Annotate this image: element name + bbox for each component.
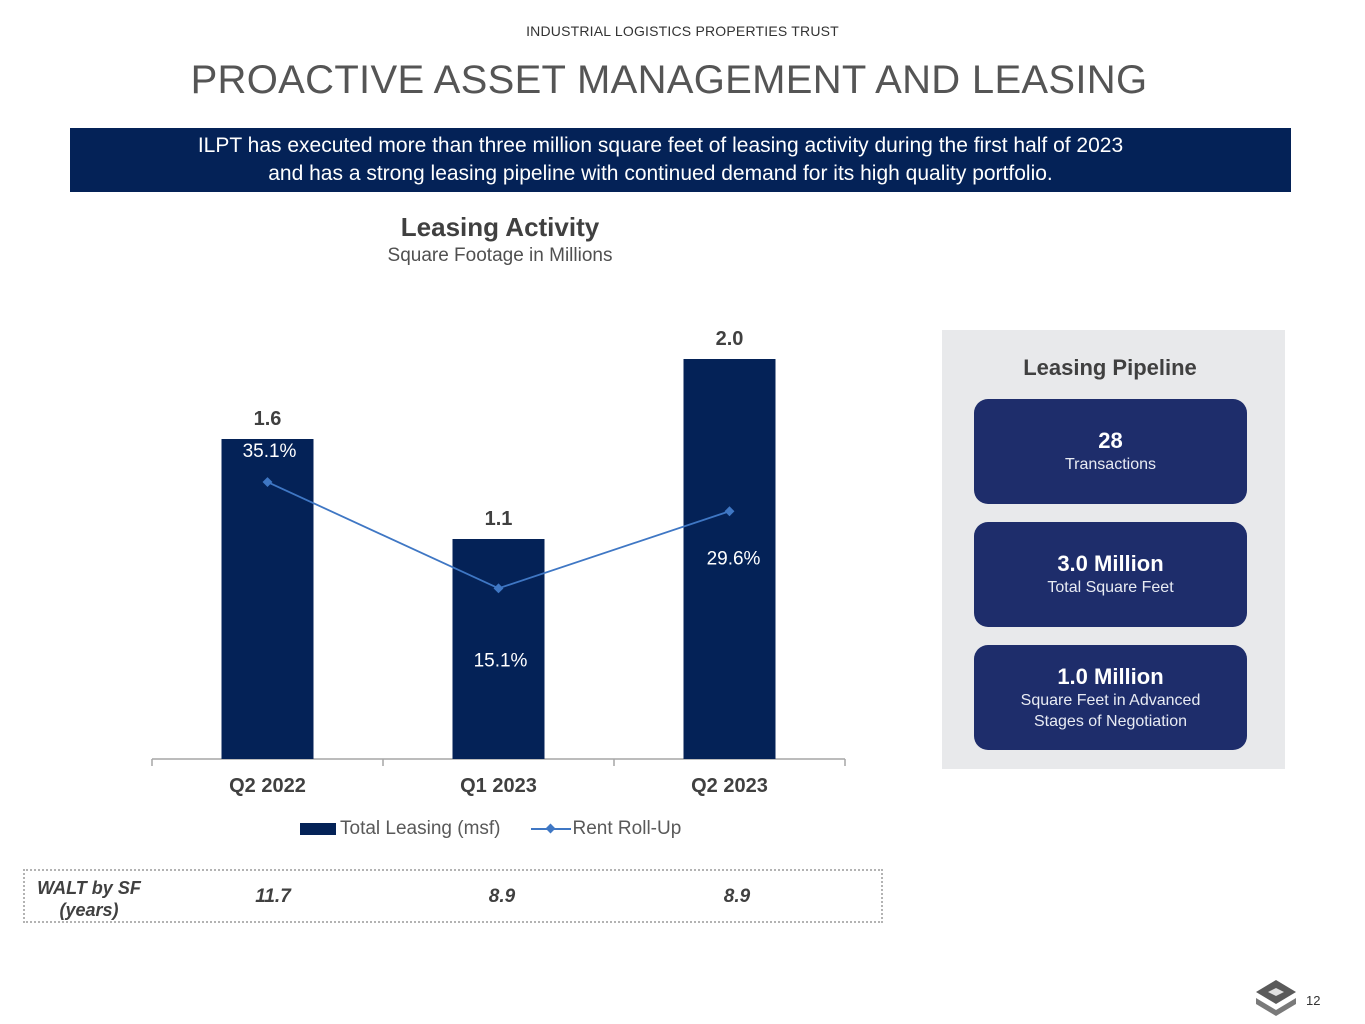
banner-line-2: and has a strong leasing pipeline with c… <box>268 162 1053 185</box>
x-tick-label: Q2 2023 <box>691 775 768 797</box>
x-tick-label: Q1 2023 <box>460 775 537 797</box>
pipeline-card-label: Total Square Feet <box>1047 579 1174 596</box>
pipeline-card-transactions: 28 Transactions <box>974 399 1247 504</box>
page-number: 12 <box>1306 993 1321 1008</box>
rent-rollup-label: 35.1% <box>243 441 297 462</box>
pipeline-card-negotiation: 1.0 Million Square Feet in Advanced Stag… <box>974 645 1247 750</box>
pipeline-card-total-sf: 3.0 Million Total Square Feet <box>974 522 1247 627</box>
legend-label-total-leasing: Total Leasing (msf) <box>340 818 501 839</box>
walt-label: WALT by SF (years) <box>25 877 153 921</box>
chart-subtitle: Square Footage in Millions <box>387 245 613 266</box>
walt-value-q2-2023: 8.9 <box>723 886 751 907</box>
leasing-pipeline-panel: Leasing Pipeline 28 Transactions 3.0 Mil… <box>942 330 1285 769</box>
company-logo-icon <box>1256 980 1296 1016</box>
walt-table: WALT by SF (years) 11.7 8.9 8.9 <box>23 869 883 923</box>
x-tick-label: Q2 2022 <box>229 775 306 797</box>
walt-value-q2-2022: 11.7 <box>255 886 291 907</box>
pipeline-card-value: 28 <box>1098 428 1123 453</box>
rent-rollup-marker <box>262 477 273 487</box>
pipeline-card-label: Transactions <box>1065 456 1156 473</box>
rent-rollup-marker <box>493 583 504 594</box>
walt-label-line-1: WALT by SF <box>37 878 141 898</box>
pipeline-title: Leasing Pipeline <box>1023 355 1197 380</box>
pipeline-card-value: 1.0 Million <box>1057 663 1164 689</box>
bar-q2-2022 <box>221 439 314 759</box>
legend-bar-swatch <box>300 823 336 835</box>
pipeline-card-label: Square Feet in Advanced Stages of Negoti… <box>1020 691 1201 730</box>
rent-rollup-label: 15.1% <box>474 650 528 671</box>
bar-value-label: 2.0 <box>716 328 744 350</box>
bar-q1-2023 <box>452 539 545 759</box>
page-title: PROACTIVE ASSET MANAGEMENT AND LEASING <box>190 58 1148 102</box>
walt-value-q1-2023: 8.9 <box>488 886 516 907</box>
legend-line-swatch <box>530 823 571 835</box>
bar-q2-2023 <box>683 359 776 759</box>
legend-label-rent-rollup: Rent Roll-Up <box>572 818 682 839</box>
summary-banner: ILPT has executed more than three millio… <box>70 128 1291 192</box>
chart-title: Leasing Activity <box>400 212 600 242</box>
pipeline-card-value: 3.0 Million <box>1057 551 1164 576</box>
company-name: INDUSTRIAL LOGISTICS PROPERTIES TRUST <box>526 23 839 39</box>
rent-rollup-label: 29.6% <box>707 548 761 569</box>
banner-line-1: ILPT has executed more than three millio… <box>197 134 1124 157</box>
walt-label-line-2: (years) <box>59 900 119 920</box>
legend-item-total-leasing: Total Leasing (msf) <box>300 818 501 840</box>
rent-rollup-marker <box>724 506 735 517</box>
bar-value-label: 1.6 <box>254 408 282 430</box>
chart-legend: Total Leasing (msf) Rent Roll-Up <box>300 818 711 840</box>
legend-item-rent-rollup: Rent Roll-Up <box>530 818 682 840</box>
bar-value-label: 1.1 <box>485 508 513 530</box>
leasing-activity-chart: 1.6 Q2 2022 1.1 Q1 2023 2.0 Q2 2023 35.1% 15.1%… <box>151 328 846 797</box>
